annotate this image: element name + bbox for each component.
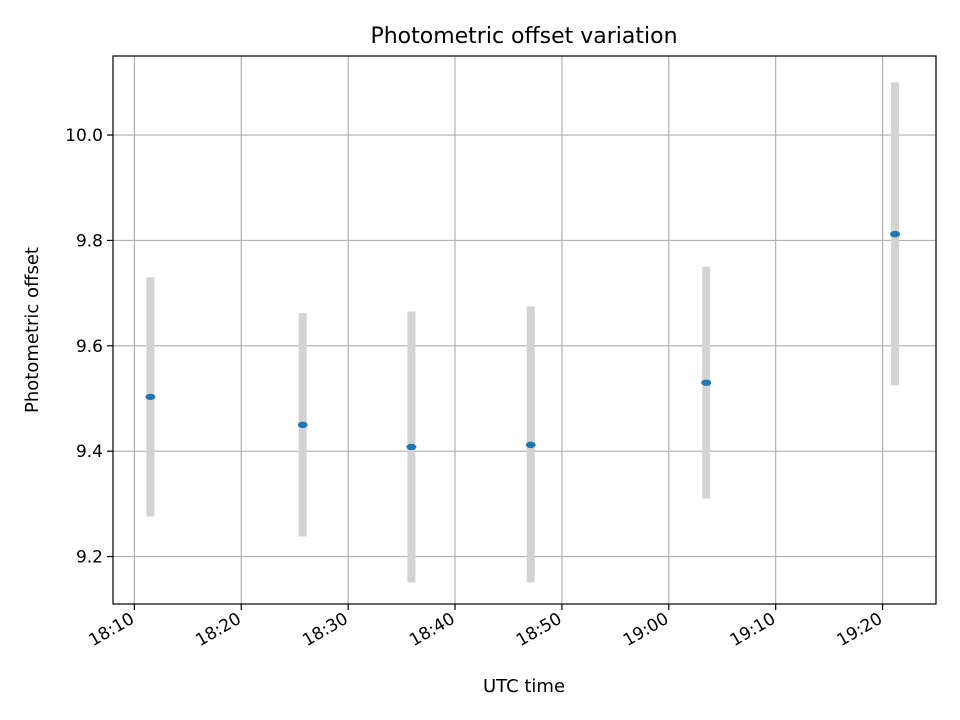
x-axis-label: UTC time [483, 676, 565, 697]
data-point [406, 443, 417, 451]
chart-title: Photometric offset variation [370, 24, 677, 49]
data-point [701, 379, 712, 386]
data-points [145, 230, 901, 451]
plot-frame [112, 55, 937, 605]
y-axis-ticks: 9.2 9.4 9.6 9.8 10.0 [65, 126, 113, 568]
y-axis-label: Photometric offset [22, 247, 43, 413]
y-tick-label: 9.6 [76, 337, 103, 357]
y-tick-label: 9.4 [76, 442, 103, 462]
data-point [145, 393, 156, 401]
y-tick-label: 9.8 [76, 231, 103, 251]
y-tick-label: 10.0 [65, 126, 103, 146]
data-point [890, 230, 901, 238]
y-tick-label: 9.2 [76, 548, 103, 568]
data-point [525, 441, 536, 449]
grid [113, 56, 936, 604]
data-point [297, 421, 308, 429]
